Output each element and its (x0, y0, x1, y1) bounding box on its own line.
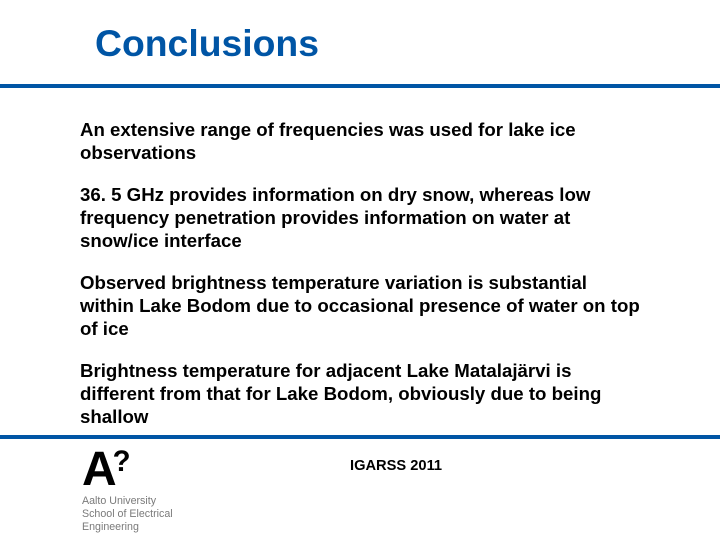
slide: Conclusions An extensive range of freque… (0, 0, 720, 540)
bullet-paragraph: Brightness temperature for adjacent Lake… (80, 359, 640, 429)
aalto-logo-line: Aalto University (82, 495, 173, 508)
slide-title: Conclusions (95, 22, 319, 65)
aalto-logo-line: Engineering (82, 521, 173, 534)
footer-text: IGARSS 2011 (350, 458, 442, 474)
aalto-logo-mark: A ? (82, 448, 173, 491)
aalto-logo-letter: A (82, 448, 115, 491)
bullet-paragraph: 36. 5 GHz provides information on dry sn… (80, 183, 640, 253)
aalto-logo-quotes: ? (113, 452, 131, 473)
bullet-paragraph: Observed brightness temperature variatio… (80, 271, 640, 341)
aalto-logo: A ? Aalto University School of Electrica… (82, 448, 173, 534)
horizontal-rule-top (0, 84, 720, 88)
title-block: Conclusions (95, 22, 319, 65)
horizontal-rule-bottom (0, 435, 720, 439)
bullet-paragraph: An extensive range of frequencies was us… (80, 118, 640, 165)
aalto-logo-line: School of Electrical (82, 508, 173, 521)
aalto-logo-text: Aalto University School of Electrical En… (82, 495, 173, 533)
body-text-block: An extensive range of frequencies was us… (80, 118, 640, 447)
